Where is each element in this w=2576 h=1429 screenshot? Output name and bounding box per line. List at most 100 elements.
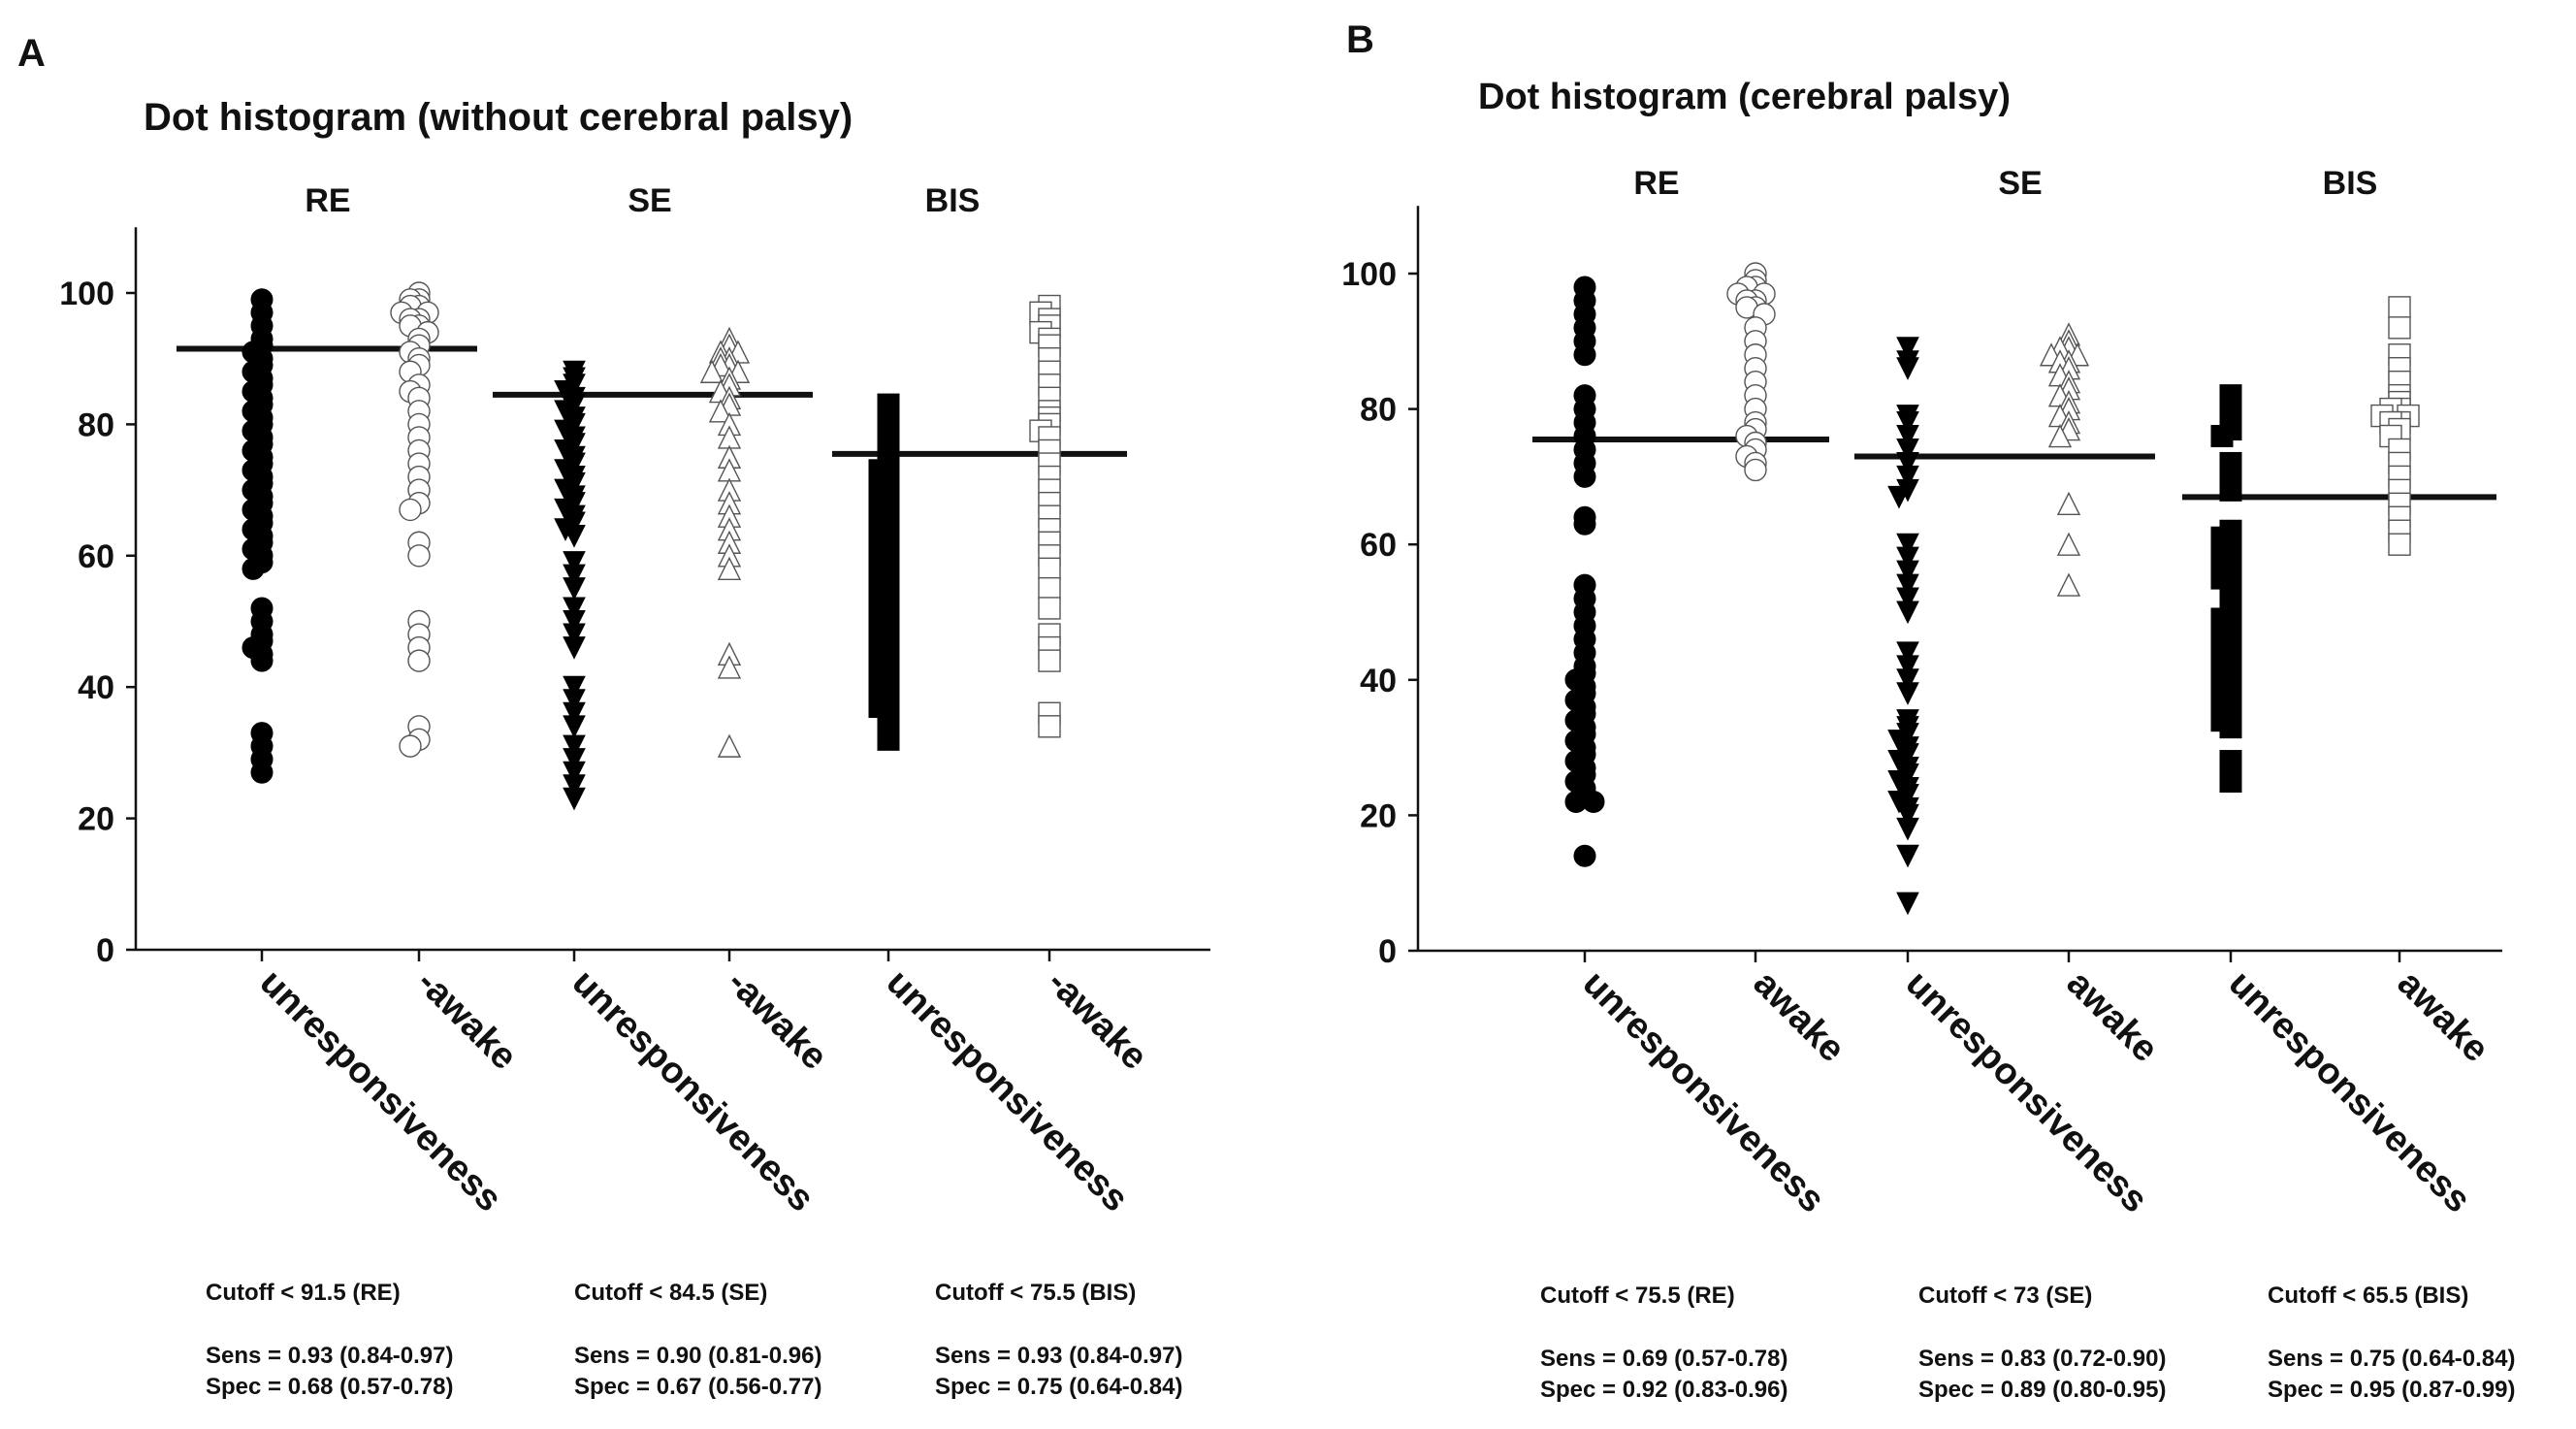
- data-point: [563, 701, 586, 726]
- data-point: [563, 689, 586, 712]
- data-point: [2219, 398, 2242, 421]
- chart-title: Dot histogram (cerebral palsy): [1478, 77, 2011, 117]
- data-point: [1896, 668, 1919, 692]
- data-point: [563, 524, 586, 548]
- cutoff-text: Cutoff < 73 (SE): [1918, 1283, 2092, 1309]
- cutoff-text: Cutoff < 65.5 (BIS): [2268, 1283, 2468, 1309]
- panel-a: A Dot histogram (without cerebral palsy) 0…: [17, 32, 1210, 1400]
- data-point: [2219, 716, 2242, 739]
- data-point: [399, 734, 422, 758]
- group-header: RE: [305, 182, 350, 219]
- y-tick-label: 0: [1378, 933, 1397, 970]
- y-tick-label: 80: [78, 406, 114, 443]
- data-point: [242, 557, 265, 580]
- group-header: SE: [628, 182, 671, 219]
- data-point: [1038, 576, 1061, 601]
- data-point: [563, 597, 586, 621]
- data-point: [1896, 803, 1919, 828]
- data-point: [563, 787, 586, 811]
- x-tick-label: -awake: [1040, 962, 1155, 1078]
- panel-label: B: [1346, 18, 1374, 61]
- data-point: [1038, 597, 1061, 620]
- data-point: [1896, 573, 1919, 598]
- data-point: [1896, 587, 1919, 611]
- data-point: [1038, 649, 1061, 672]
- sens-text: Sens = 0.93 (0.84-0.97): [206, 1343, 454, 1369]
- data-point: [1896, 438, 1919, 462]
- data-point: [1896, 817, 1919, 841]
- data-point: [407, 649, 431, 672]
- data-point: [1896, 892, 1919, 916]
- data-point: [1896, 337, 1919, 360]
- data-point: [1573, 343, 1596, 367]
- data-point: [1896, 465, 1919, 489]
- data-point: [1573, 512, 1596, 536]
- x-tick-label: awake: [2059, 963, 2166, 1070]
- cutoff-text: Cutoff < 84.5 (SE): [574, 1280, 767, 1306]
- data-point: [563, 636, 586, 660]
- cutoff-text: Cutoff < 75.5 (RE): [1540, 1283, 1735, 1309]
- spec-text: Spec = 0.67 (0.56-0.77): [574, 1374, 822, 1400]
- data-point: [1896, 560, 1919, 584]
- y-tick-label: 80: [1360, 392, 1397, 429]
- data-point: [563, 715, 586, 738]
- data-point: [1582, 790, 1605, 813]
- data-point: [1896, 411, 1919, 435]
- data-point: [1896, 533, 1919, 557]
- x-tick-label: -awake: [409, 962, 525, 1078]
- data-point: [407, 544, 431, 568]
- panel-b: B Dot histogram (cerebral palsy) 0 20 40 60 80…: [1341, 18, 2515, 1403]
- data-point: [2210, 425, 2234, 448]
- y-tick-label: 60: [1360, 527, 1397, 564]
- group-header: BIS: [2323, 165, 2378, 202]
- y-tick-label: 0: [96, 932, 114, 969]
- data-point: [1896, 546, 1919, 570]
- data-point: [399, 498, 422, 522]
- spec-text: Spec = 0.75 (0.64-0.84): [935, 1374, 1183, 1400]
- data-point: [877, 728, 900, 751]
- data-point: [563, 734, 586, 759]
- spec-text: Spec = 0.95 (0.87-0.99): [2268, 1377, 2516, 1403]
- data-point: [1896, 655, 1919, 678]
- data-point: [1896, 641, 1919, 665]
- y-tick-label: 100: [59, 276, 114, 312]
- data-point: [250, 761, 274, 784]
- data-point: [717, 556, 742, 581]
- data-point: [2388, 316, 2411, 340]
- y-tick-label: 40: [1360, 663, 1397, 699]
- data-point: [563, 577, 586, 601]
- y-tick-label: 20: [78, 801, 114, 838]
- x-tick-label: awake: [1746, 963, 1852, 1070]
- cutoff-text: Cutoff < 75.5 (BIS): [935, 1280, 1136, 1306]
- data-point: [717, 733, 742, 758]
- data-point: [563, 675, 586, 699]
- data-point: [1896, 601, 1919, 625]
- data-point: [2056, 572, 2081, 597]
- data-point: [2056, 532, 2081, 556]
- data-point: [2388, 296, 2411, 319]
- chart-title: Dot histogram (without cerebral palsy): [144, 96, 853, 139]
- data-point: [2047, 423, 2073, 448]
- spec-text: Spec = 0.89 (0.80-0.95): [1918, 1377, 2167, 1403]
- sens-text: Sens = 0.93 (0.84-0.97): [935, 1343, 1183, 1369]
- data-point: [2219, 478, 2242, 502]
- group-header: SE: [1998, 165, 2042, 202]
- data-point: [1896, 451, 1919, 475]
- spec-text: Spec = 0.68 (0.57-0.78): [206, 1374, 454, 1400]
- data-point: [1573, 844, 1596, 867]
- data-point: [699, 359, 724, 383]
- data-point: [250, 649, 274, 672]
- cutoff-text: Cutoff < 91.5 (RE): [206, 1280, 401, 1306]
- group-header: RE: [1633, 165, 1679, 202]
- data-point: [1896, 357, 1919, 380]
- y-tick-label: 20: [1360, 797, 1397, 834]
- sens-text: Sens = 0.83 (0.72-0.90): [1918, 1346, 2167, 1372]
- sens-text: Sens = 0.69 (0.57-0.78): [1540, 1346, 1788, 1372]
- data-point: [563, 623, 586, 647]
- x-tick-label: -awake: [720, 962, 835, 1078]
- y-tick-label: 40: [78, 669, 114, 706]
- x-tick-label: awake: [2390, 963, 2496, 1070]
- data-point: [2219, 770, 2242, 793]
- y-tick-label: 100: [1341, 256, 1397, 293]
